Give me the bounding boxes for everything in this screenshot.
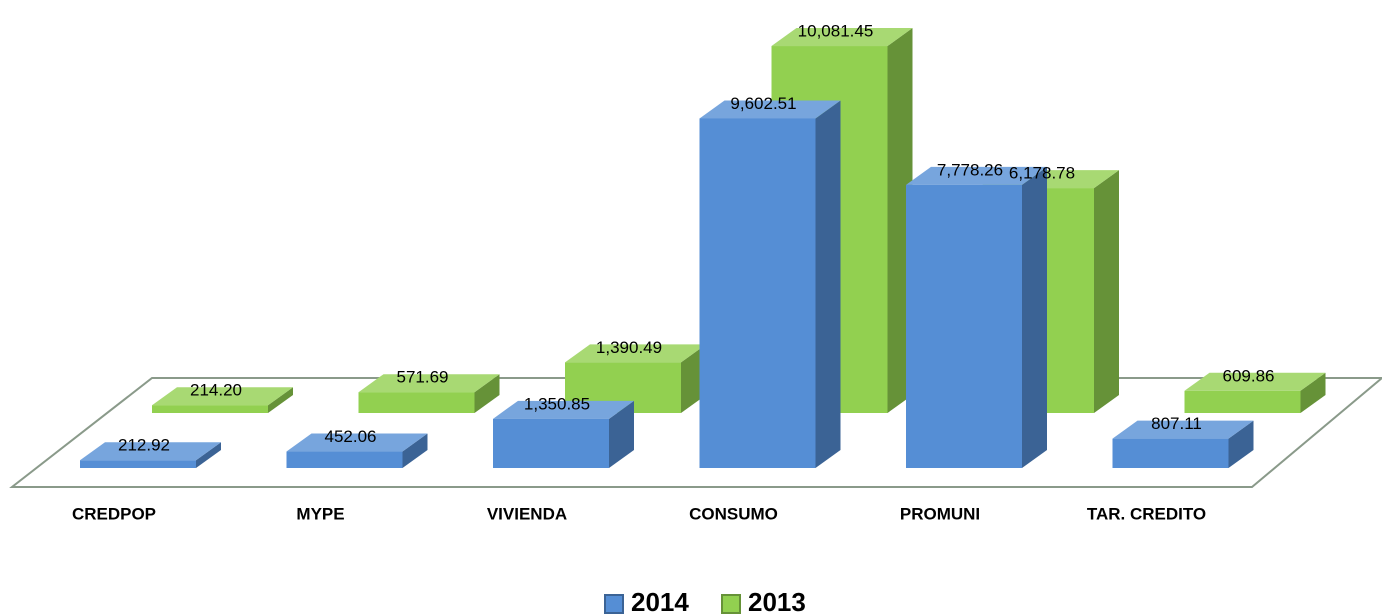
legend-swatch xyxy=(721,594,741,614)
bar-front xyxy=(80,460,196,468)
bar-side xyxy=(1300,372,1326,413)
value-label: 9,602.51 xyxy=(730,94,796,113)
bar-top xyxy=(80,442,221,461)
x-tick-label: CONSUMO xyxy=(689,504,778,523)
bar-front xyxy=(493,418,609,468)
bar xyxy=(906,166,1047,468)
value-label: 609.86 xyxy=(1223,366,1275,385)
x-tick-label: VIVIENDA xyxy=(487,504,567,523)
bar xyxy=(358,374,500,413)
bar-top xyxy=(771,28,913,47)
bar-side xyxy=(196,442,221,468)
bar-top xyxy=(358,374,500,393)
value-label: 212.92 xyxy=(118,436,170,455)
bar xyxy=(493,400,634,468)
bar xyxy=(152,387,293,413)
x-tick-label: PROMUNI xyxy=(900,504,980,523)
bar-top xyxy=(286,433,428,452)
bar-front xyxy=(286,451,403,468)
bar-side xyxy=(1094,170,1119,413)
x-tick-label: TAR. CREDITO xyxy=(1087,504,1206,523)
bar-side xyxy=(609,400,634,468)
bar-top xyxy=(565,344,706,363)
value-label: 10,081.45 xyxy=(798,22,874,41)
bar xyxy=(80,442,221,468)
bar-top xyxy=(699,100,841,119)
bar xyxy=(565,344,706,413)
bar-top xyxy=(906,166,1047,185)
bar xyxy=(1112,420,1254,468)
value-label: 1,350.85 xyxy=(524,394,590,413)
bar-front xyxy=(699,118,816,469)
x-tick-label: CREDPOP xyxy=(72,504,156,523)
bar-top xyxy=(493,400,634,419)
bar-front xyxy=(152,405,268,413)
bar-side xyxy=(268,387,293,413)
x-tick-label: MYPE xyxy=(296,504,344,523)
value-label: 6,178.78 xyxy=(1009,164,1075,183)
value-label: 214.20 xyxy=(190,381,242,400)
bar xyxy=(1184,372,1326,413)
bar-front xyxy=(1112,438,1229,468)
value-label: 1,390.49 xyxy=(596,338,662,357)
legend-swatch xyxy=(604,594,624,614)
value-label: 452.06 xyxy=(325,427,377,446)
bar-side xyxy=(1228,420,1254,468)
bar xyxy=(699,100,841,469)
legend-label: 2014 xyxy=(631,587,689,614)
bar-top xyxy=(1112,420,1254,439)
bar-top xyxy=(1184,372,1326,391)
value-label: 7,778.26 xyxy=(937,160,1003,179)
bar-front xyxy=(1184,390,1301,413)
bar-top xyxy=(152,387,293,406)
value-label: 571.69 xyxy=(397,368,449,387)
bar-side xyxy=(402,433,428,468)
bar xyxy=(286,433,428,468)
value-label: 807.11 xyxy=(1151,414,1202,433)
bar-side xyxy=(474,374,500,413)
bar-side xyxy=(815,100,841,469)
bar-side xyxy=(1022,166,1047,468)
bar-front xyxy=(906,184,1022,468)
bar-front xyxy=(358,392,475,413)
legend-label: 2013 xyxy=(748,587,806,614)
